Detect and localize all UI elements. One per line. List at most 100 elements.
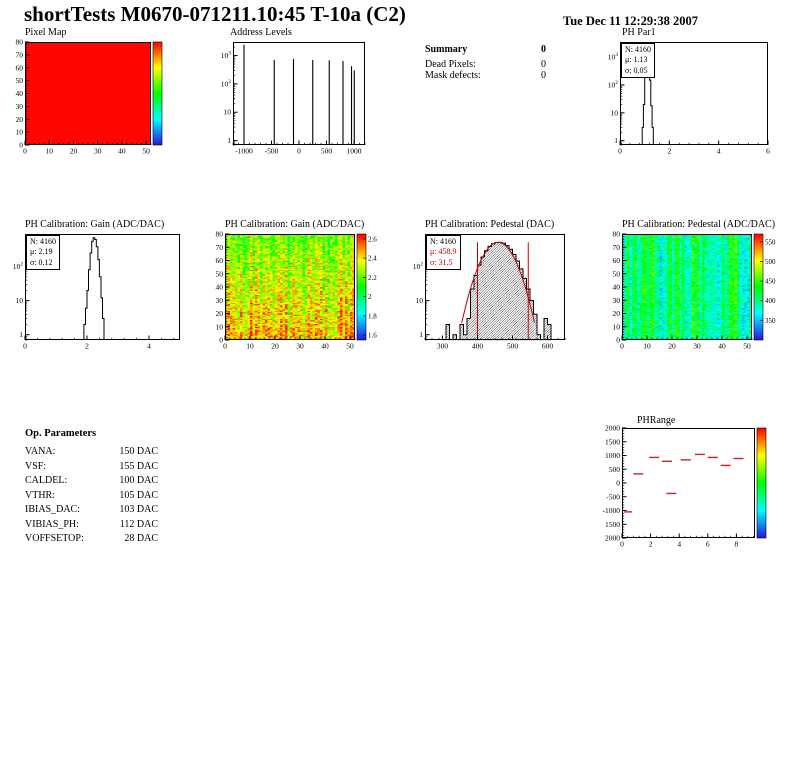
- pedestal-map-plot: 0 10 20 30 40 50 0 10 20 30 40 50 60 70 80: [613, 230, 753, 351]
- timestamp: Tue Dec 11 12:29:38 2007: [563, 14, 698, 28]
- stat-entries: N: 4160: [430, 237, 456, 246]
- svg-text:-1000: -1000: [603, 506, 621, 515]
- op-param-value: 150 DAC: [119, 446, 158, 457]
- pedestal-map-title: PH Calibration: Pedestal (ADC/DAC): [622, 219, 776, 230]
- pixel-map-plot: 0 10 20 30 40 50 0 10 20 30 40 50 60 70 80: [16, 38, 152, 156]
- svg-text:70: 70: [613, 243, 621, 252]
- op-param-label: CALDEL:: [25, 475, 68, 486]
- svg-text:500: 500: [609, 465, 621, 474]
- pixel-map-colorbar: [152, 41, 163, 146]
- address-levels-plot: -1000 -500 0 500 1000 1 10 102 103: [221, 42, 366, 156]
- svg-text:4: 4: [717, 147, 721, 156]
- svg-text:300: 300: [437, 342, 449, 351]
- svg-text:400: 400: [765, 297, 776, 305]
- svg-text:450: 450: [765, 278, 776, 286]
- svg-text:0: 0: [616, 479, 620, 488]
- op-param-row: VANA: 150 DAC: [25, 446, 158, 457]
- svg-text:400: 400: [472, 342, 484, 351]
- svg-text:1500: 1500: [605, 520, 620, 529]
- svg-text:30: 30: [94, 147, 102, 156]
- svg-text:1: 1: [614, 136, 618, 145]
- svg-text:1: 1: [227, 136, 231, 145]
- svg-text:2.6: 2.6: [368, 235, 377, 243]
- svg-text:50: 50: [16, 76, 24, 85]
- summary-row-value: 0: [541, 70, 546, 81]
- pedestal-hist-title: PH Calibration: Pedestal (DAC): [425, 219, 555, 230]
- svg-text:500: 500: [507, 342, 519, 351]
- svg-text:0: 0: [219, 336, 223, 345]
- svg-text:2.4: 2.4: [368, 255, 377, 263]
- svg-text:10: 10: [246, 342, 254, 351]
- svg-text:10: 10: [416, 296, 424, 305]
- svg-text:10: 10: [45, 147, 53, 156]
- svg-text:1: 1: [19, 330, 23, 339]
- svg-text:40: 40: [718, 342, 726, 351]
- svg-text:50: 50: [743, 342, 751, 351]
- summary-block: Summary 0 Dead Pixels: 0 Mask defects: 0: [425, 44, 546, 81]
- svg-text:0: 0: [23, 342, 27, 351]
- summary-row-label: Dead Pixels:: [425, 59, 476, 70]
- svg-text:0: 0: [19, 141, 23, 150]
- pedestal-hist-stats-box: N: 4160 μ: 458.9 σ: 31.5: [426, 235, 461, 271]
- svg-text:4: 4: [147, 342, 151, 351]
- gain-map-heatmap-canvas: [225, 234, 355, 340]
- op-param-label: VOFFSETOP:: [25, 533, 84, 544]
- gain-hist-plot: 0 2 4 1 10 102: [13, 234, 180, 351]
- stat-entries: N: 4160: [30, 237, 56, 246]
- pedestal-hist-plot: 300 400 500 600 1 10 102: [413, 234, 566, 351]
- svg-text:2: 2: [85, 342, 89, 351]
- summary-value: 0: [541, 44, 546, 55]
- summary-row-label: Mask defects:: [425, 70, 481, 81]
- svg-text:30: 30: [16, 102, 24, 111]
- svg-text:50: 50: [613, 269, 621, 278]
- summary-row: Mask defects: 0: [425, 70, 546, 81]
- svg-text:8: 8: [735, 540, 739, 549]
- svg-text:20: 20: [613, 309, 621, 318]
- svg-text:10: 10: [643, 342, 651, 351]
- svg-text:1000: 1000: [605, 451, 620, 460]
- stat-sigma: σ: 0.12: [30, 257, 53, 267]
- svg-text:2000: 2000: [605, 534, 620, 543]
- svg-text:40: 40: [321, 342, 329, 351]
- gain-hist-stats-box: N: 4160 μ: 2.19 σ: 0.12: [26, 235, 60, 271]
- gain-map-plot: 0 10 20 30 40 50 0 10 20 30 40 50 60 70 80: [216, 230, 356, 351]
- ph-range-colorbar: [756, 427, 767, 539]
- svg-text:40: 40: [613, 283, 621, 292]
- svg-text:550: 550: [765, 238, 776, 246]
- svg-text:500: 500: [321, 147, 333, 156]
- svg-text:4: 4: [677, 540, 681, 549]
- svg-text:70: 70: [216, 243, 224, 252]
- svg-text:10: 10: [216, 322, 224, 331]
- op-param-label: VIBIAS_PH:: [25, 518, 79, 530]
- svg-text:60: 60: [16, 63, 24, 72]
- op-param-label: VSF:: [25, 460, 47, 472]
- stat-mean: μ: 458.9: [430, 247, 457, 257]
- op-param-value: 105 DAC: [119, 489, 158, 501]
- ph-par1-stats-box: N: 4160 μ: 1.13 σ: 0.05: [621, 43, 655, 79]
- svg-text:102: 102: [608, 80, 619, 90]
- svg-text:10: 10: [613, 322, 621, 331]
- pixel-map-title: Pixel Map: [25, 27, 67, 38]
- summary-row-value: 0: [541, 59, 546, 70]
- svg-text:1.6: 1.6: [368, 332, 377, 340]
- svg-text:30: 30: [613, 296, 621, 305]
- stat-mean: μ: 2.19: [30, 247, 53, 257]
- summary-title: Summary: [425, 44, 468, 55]
- colorbar-svg: [152, 41, 163, 146]
- svg-text:6: 6: [766, 147, 770, 156]
- svg-text:10: 10: [16, 296, 24, 305]
- svg-text:70: 70: [16, 50, 24, 59]
- op-param-value: 155 DAC: [119, 460, 158, 472]
- svg-text:500: 500: [765, 258, 776, 266]
- op-param-label: VTHR:: [25, 489, 55, 501]
- svg-text:1.8: 1.8: [368, 312, 377, 320]
- svg-text:0: 0: [618, 147, 622, 156]
- op-param-value: 103 DAC: [119, 504, 158, 515]
- op-param-row: VOFFSETOP: 28 DAC: [25, 533, 158, 544]
- op-param-row: VTHR: 105 DAC: [25, 490, 158, 501]
- stat-sigma: σ: 31.5: [430, 257, 453, 267]
- svg-text:10: 10: [611, 108, 619, 117]
- svg-text:20: 20: [271, 342, 279, 351]
- svg-text:0: 0: [616, 336, 620, 345]
- svg-text:50: 50: [142, 147, 150, 156]
